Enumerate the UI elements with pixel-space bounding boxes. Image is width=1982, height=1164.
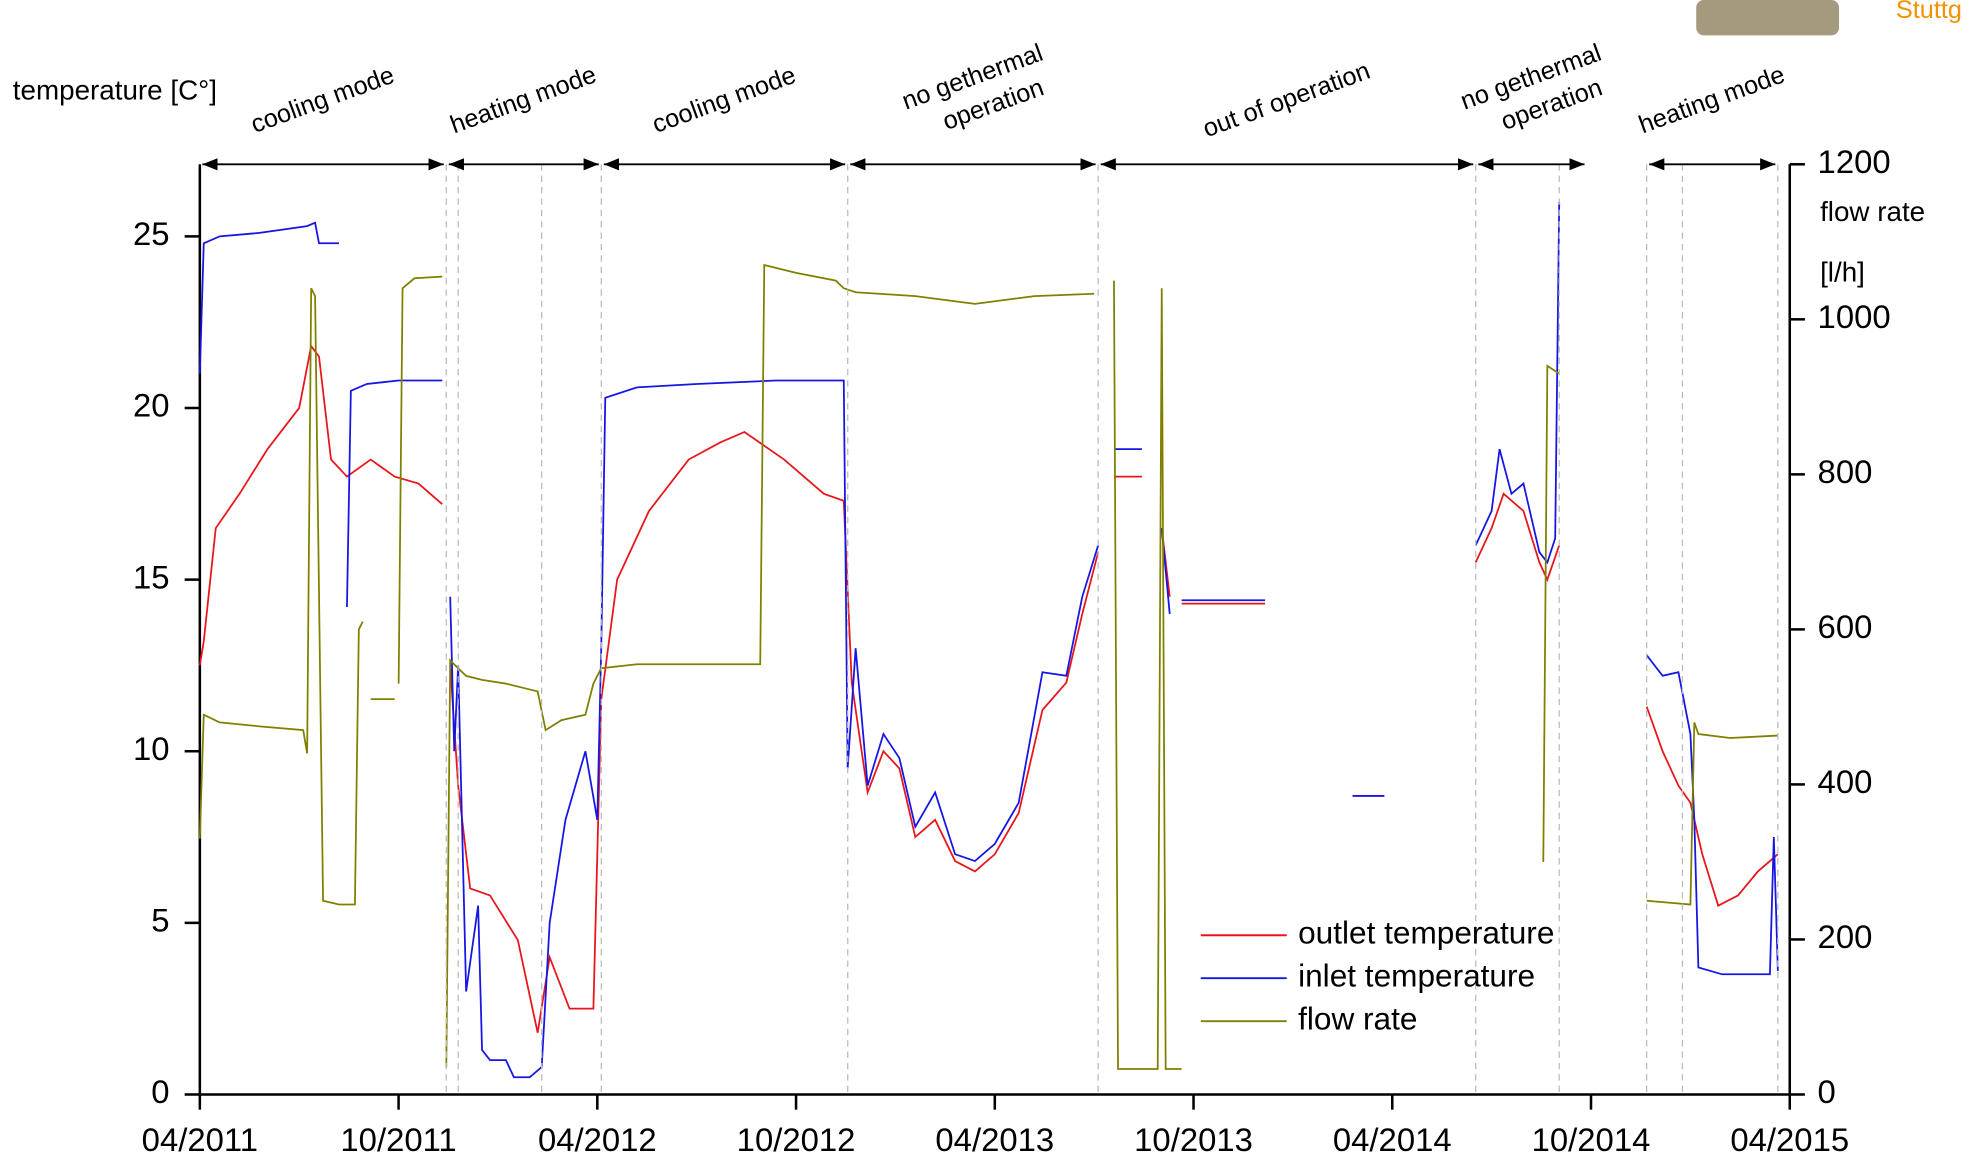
y-axis-label: temperature [C°]	[13, 75, 217, 106]
x-tick-label: 10/2014	[1532, 1121, 1651, 1158]
period-label-line: heating mode	[447, 61, 600, 140]
period-label: cooling mode	[247, 61, 398, 139]
y-tick-label: 20	[133, 387, 170, 424]
x-tick-label: 04/2015	[1730, 1121, 1849, 1158]
y2-axis-unit: [l/h]	[1820, 257, 1865, 288]
y2-axis-label: flow rate	[1820, 196, 1925, 227]
period-label: cooling mode	[649, 61, 800, 139]
period-label-line: cooling mode	[649, 61, 800, 139]
x-tick-label: 04/2014	[1333, 1121, 1452, 1158]
period-label: heating mode	[1635, 61, 1788, 140]
x-tick-label: 04/2013	[935, 1121, 1054, 1158]
y2-tick-label: 600	[1818, 608, 1873, 645]
logo-text: Stuttg	[1896, 0, 1962, 24]
x-tick-label: 10/2012	[737, 1121, 856, 1158]
period-label-line: cooling mode	[247, 61, 398, 139]
y-tick-label: 5	[151, 902, 169, 939]
y2-tick-label: 0	[1818, 1073, 1836, 1110]
legend-label: outlet temperature	[1298, 915, 1554, 951]
x-tick-label: 04/2012	[538, 1121, 657, 1158]
series-line	[198, 263, 1778, 1070]
y-tick-label: 25	[133, 215, 170, 252]
x-tick-label: 10/2011	[340, 1121, 456, 1158]
logo-image	[1696, 0, 1840, 36]
y-tick-label: 0	[151, 1073, 169, 1110]
x-tick-label: 04/2011	[142, 1121, 258, 1158]
period-label: out of operation	[1199, 57, 1374, 143]
x-tick-label: 10/2013	[1134, 1121, 1253, 1158]
y2-tick-label: 200	[1818, 918, 1873, 955]
y-tick-label: 15	[133, 558, 170, 595]
period-label-line: heating mode	[1635, 61, 1788, 140]
period-label: heating mode	[447, 61, 600, 140]
legend-label: inlet temperature	[1298, 958, 1535, 994]
y2-tick-label: 800	[1818, 453, 1873, 490]
series-line	[198, 202, 1779, 1079]
plot-area	[198, 202, 1779, 1079]
y2-tick-label: 400	[1818, 763, 1873, 800]
legend-label: flow rate	[1298, 1001, 1417, 1037]
y2-tick-label: 1200	[1818, 143, 1891, 180]
y2-tick-label: 1000	[1818, 298, 1891, 335]
y-tick-label: 10	[133, 730, 170, 767]
period-label-line: out of operation	[1199, 57, 1374, 143]
